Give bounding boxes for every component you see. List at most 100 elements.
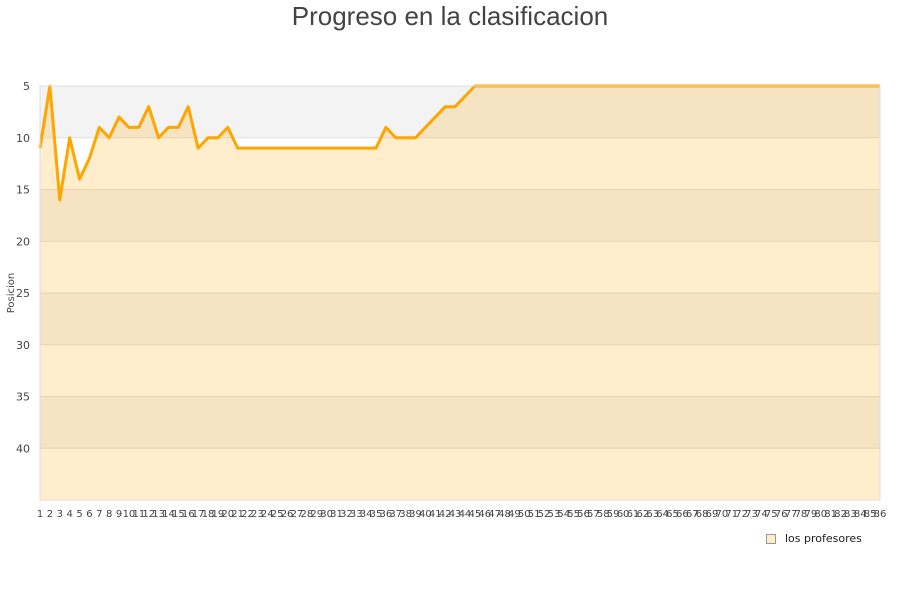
x-tick-label: 70 bbox=[716, 509, 729, 520]
x-tick-label: 80 bbox=[814, 509, 827, 520]
x-tick-label: 72 bbox=[735, 509, 748, 520]
x-tick-label: 38 bbox=[399, 509, 412, 520]
series-area bbox=[40, 86, 880, 500]
x-tick-label: 34 bbox=[360, 509, 373, 520]
x-tick-label: 23 bbox=[251, 509, 264, 520]
x-tick-label: 64 bbox=[656, 509, 669, 520]
x-tick-label: 24 bbox=[261, 509, 274, 520]
x-tick-label: 47 bbox=[488, 509, 501, 520]
x-tick-label: 54 bbox=[557, 509, 570, 520]
x-tick-label: 79 bbox=[804, 509, 817, 520]
x-tick-label: 14 bbox=[162, 509, 175, 520]
x-tick-label: 75 bbox=[765, 509, 778, 520]
x-tick-label: 84 bbox=[854, 509, 867, 520]
y-tick-label: 15 bbox=[16, 184, 30, 197]
y-tick-label: 35 bbox=[16, 391, 30, 404]
y-tick-label: 30 bbox=[16, 339, 30, 352]
x-tick-label: 12 bbox=[142, 509, 155, 520]
x-tick-label: 32 bbox=[340, 509, 353, 520]
x-tick-label: 49 bbox=[508, 509, 521, 520]
y-axis-label: Posicion bbox=[6, 273, 17, 314]
x-tick-label: 62 bbox=[636, 509, 649, 520]
x-tick-label: 15 bbox=[172, 509, 185, 520]
x-tick-label: 22 bbox=[241, 509, 254, 520]
x-tick-label: 4 bbox=[66, 509, 72, 520]
x-tick-label: 39 bbox=[409, 509, 422, 520]
x-tick-label: 71 bbox=[725, 509, 738, 520]
x-tick-label: 28 bbox=[300, 509, 313, 520]
x-tick-label: 69 bbox=[706, 509, 719, 520]
x-tick-label: 9 bbox=[116, 509, 122, 520]
x-tick-label: 29 bbox=[310, 509, 323, 520]
x-tick-label: 27 bbox=[291, 509, 304, 520]
x-tick-label: 56 bbox=[577, 509, 590, 520]
y-tick-label: 10 bbox=[16, 132, 30, 145]
x-tick-label: 43 bbox=[449, 509, 462, 520]
x-tick-label: 46 bbox=[478, 509, 491, 520]
x-tick-label: 55 bbox=[567, 509, 580, 520]
y-tick-label: 20 bbox=[16, 235, 30, 248]
x-tick-label: 40 bbox=[419, 509, 432, 520]
x-tick-label: 35 bbox=[370, 509, 383, 520]
chart-title: Progreso en la clasificacion bbox=[291, 1, 609, 31]
x-tick-label: 63 bbox=[646, 509, 659, 520]
x-tick-label: 45 bbox=[468, 509, 481, 520]
x-tick-label: 26 bbox=[281, 509, 294, 520]
x-tick-label: 8 bbox=[106, 509, 112, 520]
x-tick-label: 66 bbox=[676, 509, 689, 520]
grid-band bbox=[40, 396, 880, 449]
x-tick-label: 37 bbox=[389, 509, 402, 520]
x-tick-label: 30 bbox=[320, 509, 333, 520]
x-tick-label: 76 bbox=[775, 509, 788, 520]
x-tick-label: 68 bbox=[696, 509, 709, 520]
grid-band bbox=[40, 137, 880, 190]
x-tick-label: 65 bbox=[666, 509, 679, 520]
x-tick-label: 5 bbox=[76, 509, 82, 520]
x-tick-label: 52 bbox=[538, 509, 551, 520]
x-tick-label: 6 bbox=[86, 509, 92, 520]
x-tick-label: 33 bbox=[350, 509, 363, 520]
y-tick-label: 40 bbox=[16, 442, 30, 455]
x-tick-label: 25 bbox=[271, 509, 284, 520]
x-tick-label: 20 bbox=[221, 509, 234, 520]
x-tick-label: 2 bbox=[47, 509, 53, 520]
x-tick-label: 60 bbox=[617, 509, 630, 520]
grid-band bbox=[40, 344, 880, 397]
x-tick-label: 85 bbox=[864, 509, 877, 520]
x-tick-label: 51 bbox=[528, 509, 541, 520]
y-tick-label: 5 bbox=[23, 80, 30, 93]
grid-band bbox=[40, 189, 880, 242]
x-tick-label: 16 bbox=[182, 509, 195, 520]
x-tick-label: 48 bbox=[498, 509, 511, 520]
x-tick-label: 41 bbox=[429, 509, 442, 520]
x-tick-label: 11 bbox=[132, 509, 145, 520]
x-tick-label: 36 bbox=[380, 509, 393, 520]
x-tick-label: 19 bbox=[212, 509, 225, 520]
x-tick-label: 50 bbox=[518, 509, 531, 520]
x-tick-label: 57 bbox=[587, 509, 600, 520]
x-tick-label: 81 bbox=[824, 509, 837, 520]
x-tick-label: 83 bbox=[844, 509, 857, 520]
grid-band bbox=[40, 293, 880, 345]
x-tick-label: 73 bbox=[745, 509, 758, 520]
grid-band bbox=[40, 86, 880, 138]
x-tick-label: 1 bbox=[37, 509, 43, 520]
legend[interactable]: los profesores bbox=[766, 532, 862, 545]
x-tick-label: 78 bbox=[795, 509, 808, 520]
legend-swatch bbox=[766, 533, 776, 544]
x-tick-label: 77 bbox=[785, 509, 798, 520]
plot-border bbox=[39, 85, 881, 501]
grid-band bbox=[40, 448, 880, 500]
x-tick-label: 59 bbox=[607, 509, 620, 520]
x-tick-label: 13 bbox=[152, 509, 165, 520]
legend-label: los profesores bbox=[785, 532, 862, 545]
x-tick-label: 42 bbox=[439, 509, 452, 520]
x-tick-label: 7 bbox=[96, 509, 102, 520]
y-tick-label: 25 bbox=[16, 287, 30, 300]
x-tick-label: 10 bbox=[123, 509, 136, 520]
x-tick-label: 82 bbox=[834, 509, 847, 520]
x-tick-label: 74 bbox=[755, 509, 768, 520]
x-tick-label: 18 bbox=[202, 509, 215, 520]
x-tick-label: 61 bbox=[627, 509, 640, 520]
